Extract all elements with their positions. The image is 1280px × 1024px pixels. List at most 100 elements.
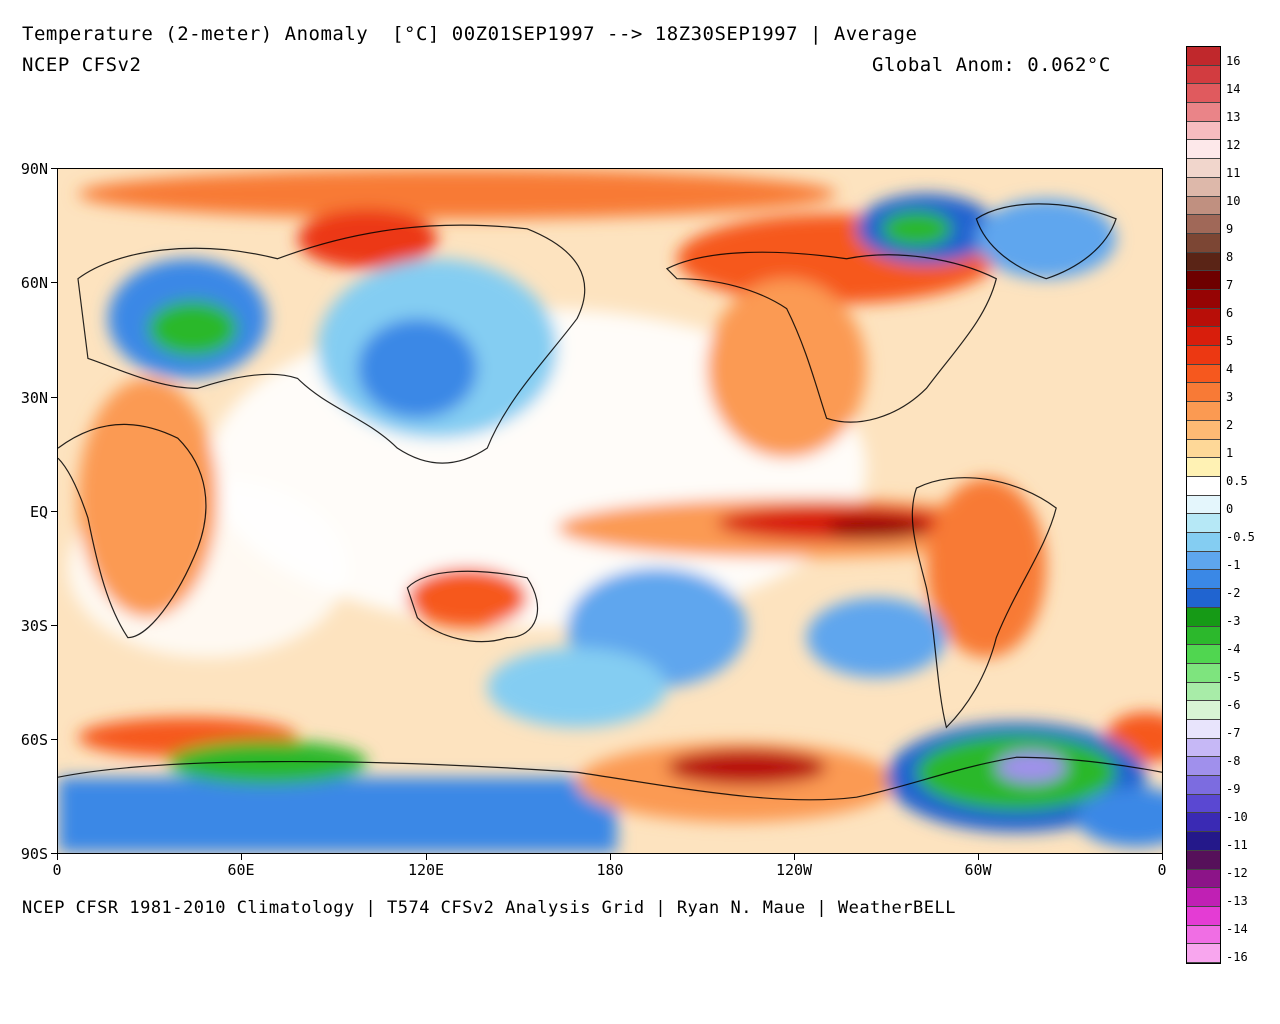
colorbar-cell (1187, 458, 1220, 477)
colorbar-cell (1187, 159, 1220, 178)
lon-label-0: 0 (52, 861, 62, 879)
footer-credits: NCEP CFSR 1981-2010 Climatology | T574 C… (22, 898, 956, 918)
colorbar-cell (1187, 589, 1220, 608)
lon-label-180: 180 (596, 861, 624, 879)
lat-label-30s: 30S (20, 617, 48, 635)
colorbar-label: 9 (1226, 222, 1234, 236)
colorbar-cell (1187, 252, 1220, 272)
lat-label-30n: 30N (20, 389, 48, 407)
colorbar (1186, 46, 1221, 964)
chart-title: Temperature (2-meter) Anomaly [°C] 00Z01… (22, 23, 918, 45)
colorbar-cell (1187, 121, 1220, 141)
colorbar-cell (1187, 84, 1220, 104)
colorbar-cell (1187, 776, 1220, 795)
colorbar-cell (1187, 850, 1220, 870)
lon-label-120w: 120W (775, 861, 813, 879)
colorbar-label: 13 (1226, 110, 1241, 124)
colorbar-label: -8 (1226, 754, 1241, 768)
lat-label-60n: 60N (20, 274, 48, 292)
anomaly-map (57, 168, 1163, 854)
colorbar-cell (1187, 177, 1220, 197)
colorbar-cell (1187, 140, 1220, 160)
colorbar-cell (1187, 626, 1220, 646)
colorbar-label: 1 (1226, 446, 1234, 460)
lon-tick (794, 854, 795, 860)
colorbar-cell (1187, 420, 1220, 440)
colorbar-cell (1187, 533, 1220, 552)
lon-tick (610, 854, 611, 860)
colorbar-cell (1187, 346, 1220, 365)
colorbar-cell (1187, 794, 1220, 814)
lon-tick (978, 854, 979, 860)
lon-tick (426, 854, 427, 860)
colorbar-label: -2 (1226, 586, 1241, 600)
colorbar-cell (1187, 738, 1220, 758)
colorbar-label: -1 (1226, 558, 1241, 572)
colorbar-cell (1187, 757, 1220, 777)
colorbar-cell (1187, 383, 1220, 403)
colorbar-cell (1187, 65, 1220, 85)
colorbar-label: -3 (1226, 614, 1241, 628)
colorbar-cell (1187, 701, 1220, 720)
colorbar-label: -0.5 (1226, 530, 1255, 544)
colorbar-cell (1187, 47, 1220, 66)
colorbar-cell (1187, 271, 1220, 290)
colorbar-label: -7 (1226, 726, 1241, 740)
colorbar-label: 16 (1226, 54, 1241, 68)
colorbar-cell (1187, 196, 1220, 216)
lat-tick (51, 168, 57, 169)
lat-tick (51, 853, 57, 854)
lon-label-60w: 60W (964, 861, 992, 879)
colorbar-cell (1187, 290, 1220, 309)
colorbar-label: 7 (1226, 278, 1234, 292)
lon-label-60e: 60E (227, 861, 255, 879)
colorbar-label: -5 (1226, 670, 1241, 684)
colorbar-cell (1187, 663, 1220, 683)
lat-label-90s: 90S (20, 845, 48, 863)
lat-tick (51, 511, 57, 512)
colorbar-label: 0 (1226, 502, 1234, 516)
colorbar-label: 8 (1226, 250, 1234, 264)
colorbar-label: 11 (1226, 166, 1241, 180)
lat-tick (51, 397, 57, 398)
colorbar-cell (1187, 869, 1220, 889)
colorbar-cell (1187, 495, 1220, 515)
colorbar-label: 14 (1226, 82, 1241, 96)
colorbar-cell (1187, 327, 1220, 347)
colorbar-cell (1187, 551, 1220, 571)
colorbar-label: -16 (1226, 950, 1248, 964)
colorbar-cell (1187, 233, 1220, 253)
colorbar-label: -13 (1226, 894, 1248, 908)
colorbar-label: -6 (1226, 698, 1241, 712)
colorbar-cell (1187, 402, 1220, 421)
lon-label-120e: 120E (407, 861, 445, 879)
colorbar-cell (1187, 103, 1220, 122)
colorbar-cell (1187, 925, 1220, 945)
colorbar-cell (1187, 888, 1220, 907)
lat-label-90n: 90N (20, 160, 48, 178)
lon-tick (57, 854, 58, 860)
colorbar-label: -4 (1226, 642, 1241, 656)
colorbar-label: 5 (1226, 334, 1234, 348)
colorbar-cell (1187, 645, 1220, 664)
lat-label-60s: 60S (20, 731, 48, 749)
colorbar-cell (1187, 832, 1220, 851)
colorbar-cell (1187, 364, 1220, 384)
colorbar-cell (1187, 215, 1220, 234)
lon-tick (241, 854, 242, 860)
colorbar-cell (1187, 514, 1220, 534)
lat-tick (51, 282, 57, 283)
colorbar-label: 6 (1226, 306, 1234, 320)
colorbar-cell (1187, 944, 1220, 963)
colorbar-label: 4 (1226, 362, 1234, 376)
colorbar-label: 10 (1226, 194, 1241, 208)
model-name: NCEP CFSv2 (22, 54, 142, 76)
lon-label-0-east: 0 (1157, 861, 1167, 879)
colorbar-cell (1187, 813, 1220, 833)
lat-tick (51, 739, 57, 740)
colorbar-label: -11 (1226, 838, 1248, 852)
colorbar-label: 0.5 (1226, 474, 1248, 488)
lat-tick (51, 625, 57, 626)
colorbar-label: -14 (1226, 922, 1248, 936)
colorbar-label: -12 (1226, 866, 1248, 880)
